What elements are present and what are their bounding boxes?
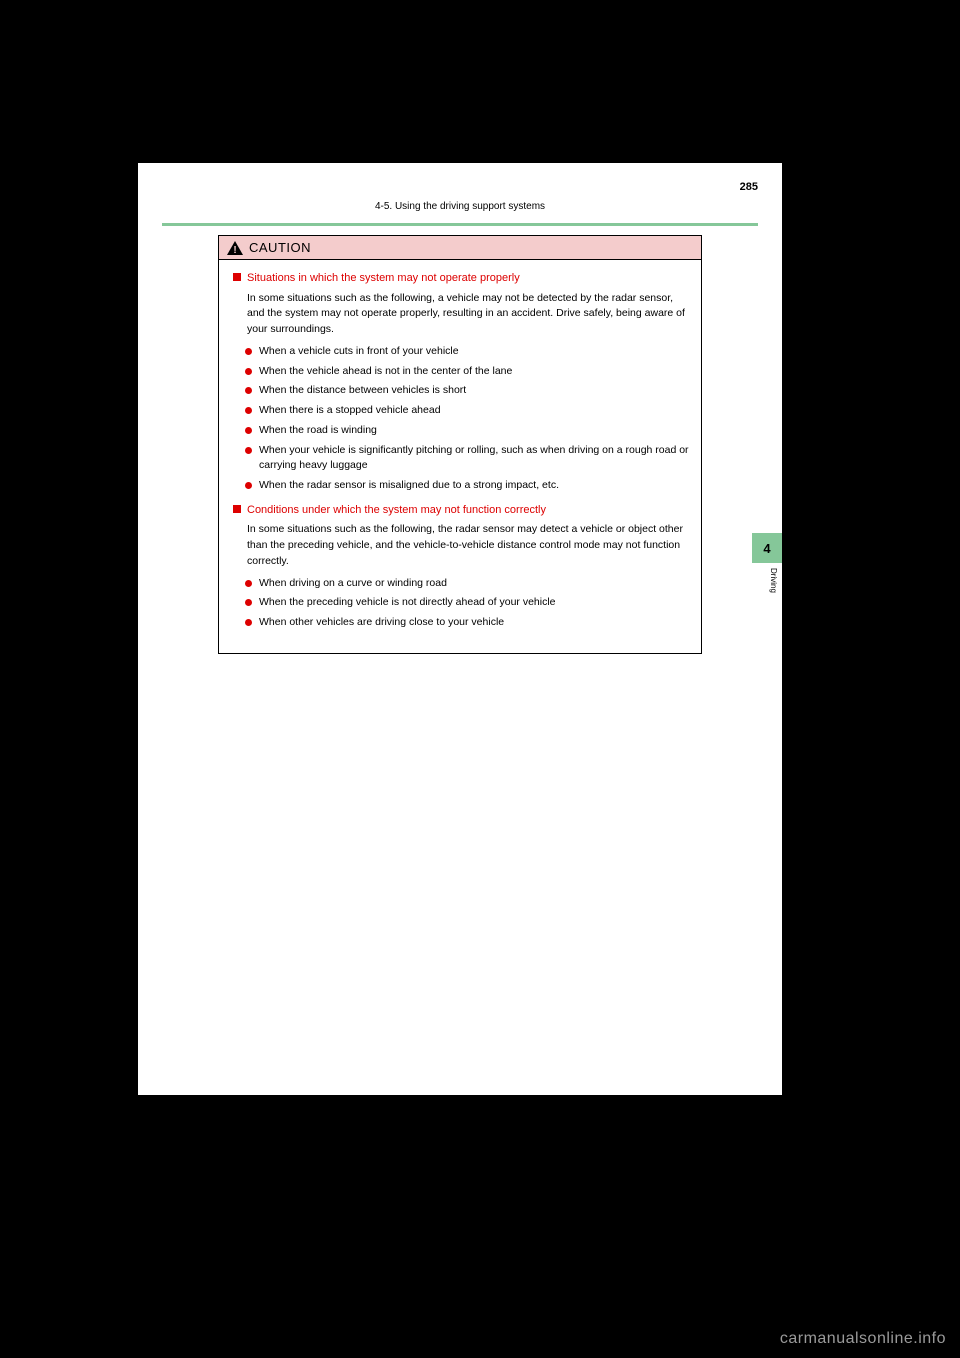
chapter-tab-label: Driving — [756, 568, 778, 593]
caution-body: Situations in which the system may not o… — [219, 260, 701, 653]
list-item: When the vehicle ahead is not in the cen… — [259, 364, 689, 380]
chapter-tab: 4 — [752, 533, 782, 563]
list-item: When there is a stopped vehicle ahead — [259, 403, 689, 419]
page-number: 285 — [740, 181, 758, 193]
list-item: When the radar sensor is misaligned due … — [259, 478, 689, 494]
svg-text:!: ! — [233, 245, 236, 255]
list-item: When a vehicle cuts in front of your veh… — [259, 344, 689, 360]
watermark-text: carmanualsonline.info — [780, 1330, 946, 1348]
list-item: When the road is winding — [259, 423, 689, 439]
bullet-list: When driving on a curve or winding road … — [233, 576, 689, 631]
bullet-list: When a vehicle cuts in front of your veh… — [233, 344, 689, 494]
section-breadcrumb: 4-5. Using the driving support systems — [162, 201, 758, 215]
caution-box: ! CAUTION Situations in which the system… — [218, 235, 702, 654]
list-item: When the preceding vehicle is not direct… — [259, 595, 689, 611]
section-heading: Situations in which the system may not o… — [233, 270, 689, 287]
manual-page: 285 4-5. Using the driving support syste… — [138, 163, 782, 1095]
section-heading: Conditions under which the system may no… — [233, 502, 689, 519]
caution-header: ! CAUTION — [219, 236, 701, 260]
list-item: When other vehicles are driving close to… — [259, 615, 689, 631]
caution-label: CAUTION — [249, 240, 311, 255]
list-item: When your vehicle is significantly pitch… — [259, 443, 689, 475]
list-item: When the distance between vehicles is sh… — [259, 383, 689, 399]
list-item: When driving on a curve or winding road — [259, 576, 689, 592]
section-intro: In some situations such as the following… — [233, 291, 689, 338]
warning-triangle-icon: ! — [227, 241, 243, 255]
section-intro: In some situations such as the following… — [233, 522, 689, 569]
header-divider — [162, 223, 758, 226]
